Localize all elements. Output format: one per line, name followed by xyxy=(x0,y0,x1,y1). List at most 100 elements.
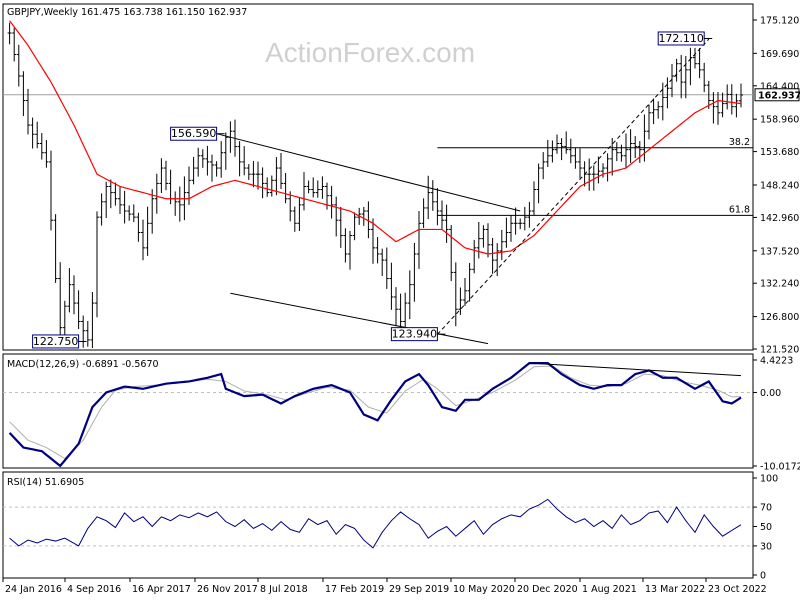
price-bar xyxy=(274,157,279,196)
price-bar xyxy=(499,229,504,260)
price-bar xyxy=(329,185,334,219)
price-bar xyxy=(58,262,63,345)
price-bar xyxy=(237,141,242,177)
price-bar xyxy=(578,148,582,179)
price-bar xyxy=(150,189,155,234)
price-bar xyxy=(412,242,417,302)
price-bar xyxy=(164,160,168,191)
price-bar xyxy=(30,117,35,149)
price-bar xyxy=(568,138,573,164)
price-bar xyxy=(550,140,555,163)
price-bar xyxy=(81,315,86,348)
price-bar xyxy=(200,149,205,168)
price-bar xyxy=(315,180,320,198)
x-tick-label: 4 Sep 2016 xyxy=(67,584,121,595)
price-bar xyxy=(449,225,454,282)
price-bar xyxy=(118,186,122,214)
price-bar xyxy=(269,175,274,197)
price-tick-label: 142.960 xyxy=(760,213,799,224)
price-bar xyxy=(679,54,684,99)
price-bar xyxy=(265,177,270,197)
price-bar xyxy=(458,287,463,315)
price-annotation-label: 123.940 xyxy=(392,328,438,341)
price-bar xyxy=(509,214,513,242)
price-bar xyxy=(366,201,371,239)
price-bar xyxy=(720,92,725,118)
price-bar xyxy=(306,180,311,194)
price-bar xyxy=(246,164,251,180)
price-bar xyxy=(407,270,412,320)
price-bar xyxy=(614,142,619,162)
price-bar xyxy=(62,300,67,338)
price-bar xyxy=(260,167,265,199)
current-price-box xyxy=(754,88,800,102)
macd-tick-label: -10.0172 xyxy=(760,462,800,473)
price-bar xyxy=(453,262,458,327)
price-bar xyxy=(725,84,730,110)
price-bar xyxy=(711,92,716,124)
price-bar xyxy=(127,205,132,221)
price-bar xyxy=(108,179,113,209)
x-tick-label: 23 Oct 2022 xyxy=(708,584,767,595)
macd-tick-label: 4.4223 xyxy=(760,356,793,367)
price-bar xyxy=(532,181,536,216)
price-bar xyxy=(624,133,628,168)
price-bar xyxy=(343,228,348,263)
price-bar xyxy=(210,154,214,182)
price-bar xyxy=(223,132,228,170)
price-bar xyxy=(44,139,49,168)
macd-tick-label: 0.00 xyxy=(760,388,781,399)
price-bar xyxy=(279,152,283,190)
price-bar xyxy=(693,47,697,69)
price-bar xyxy=(421,198,426,228)
price-bar xyxy=(361,206,366,226)
price-bar xyxy=(670,64,674,98)
price-bar xyxy=(375,237,380,264)
price-bar xyxy=(136,212,141,242)
price-bar xyxy=(651,98,656,125)
price-bar xyxy=(205,145,210,176)
price-bar xyxy=(587,158,592,191)
price-bar xyxy=(21,71,26,117)
price-bar xyxy=(555,134,559,154)
price-bar xyxy=(435,187,440,226)
price-bar xyxy=(628,129,633,163)
price-bar xyxy=(495,243,500,277)
price-bar xyxy=(292,206,297,232)
x-tick-label: 20 Dec 2020 xyxy=(517,584,578,595)
rsi-tick-label: 30 xyxy=(760,541,772,552)
price-bar xyxy=(734,93,739,118)
price-bar xyxy=(380,248,385,276)
price-bar xyxy=(283,173,288,204)
macd-signal-line xyxy=(9,365,742,460)
price-bar xyxy=(536,163,541,204)
x-tick-label: 17 Feb 2019 xyxy=(325,584,384,595)
price-bar xyxy=(256,161,260,190)
price-bar xyxy=(72,275,76,315)
price-bar xyxy=(486,223,490,258)
price-bar xyxy=(320,176,325,199)
price-bar xyxy=(113,182,118,206)
price-bar xyxy=(596,156,601,184)
price-bar xyxy=(688,47,693,86)
price-tick-label: 148.240 xyxy=(760,180,799,191)
trendline xyxy=(230,292,489,345)
price-bar xyxy=(729,84,734,115)
price-bar xyxy=(573,147,578,169)
price-bar xyxy=(702,62,707,93)
fibonacci-level-label: 38.2 xyxy=(729,137,750,148)
price-bar xyxy=(619,144,624,162)
price-bar xyxy=(131,204,136,223)
price-bar xyxy=(467,262,472,302)
price-bar xyxy=(95,211,99,318)
rsi-tick-label: 70 xyxy=(760,503,772,514)
price-bar xyxy=(716,91,720,125)
price-bar xyxy=(559,138,564,161)
price-bar xyxy=(527,201,532,228)
x-tick-label: 1 Aug 2021 xyxy=(582,584,637,595)
price-tick-label: 169.690 xyxy=(760,49,799,60)
macd-panel-frame xyxy=(2,353,754,469)
price-bar xyxy=(384,247,389,289)
price-bar xyxy=(637,141,642,163)
